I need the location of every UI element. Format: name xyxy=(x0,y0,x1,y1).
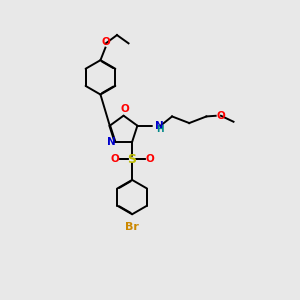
Text: N: N xyxy=(154,122,163,131)
Text: O: O xyxy=(217,111,225,121)
Text: H: H xyxy=(156,125,163,134)
Text: O: O xyxy=(121,104,130,114)
Text: O: O xyxy=(145,154,154,164)
Text: O: O xyxy=(101,37,110,47)
Text: N: N xyxy=(107,137,116,147)
Text: S: S xyxy=(128,153,136,166)
Text: O: O xyxy=(110,154,119,164)
Text: Br: Br xyxy=(125,221,139,232)
